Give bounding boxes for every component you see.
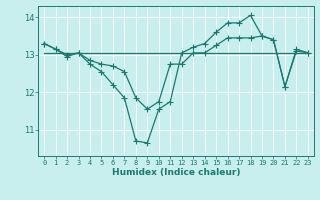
X-axis label: Humidex (Indice chaleur): Humidex (Indice chaleur): [112, 168, 240, 177]
